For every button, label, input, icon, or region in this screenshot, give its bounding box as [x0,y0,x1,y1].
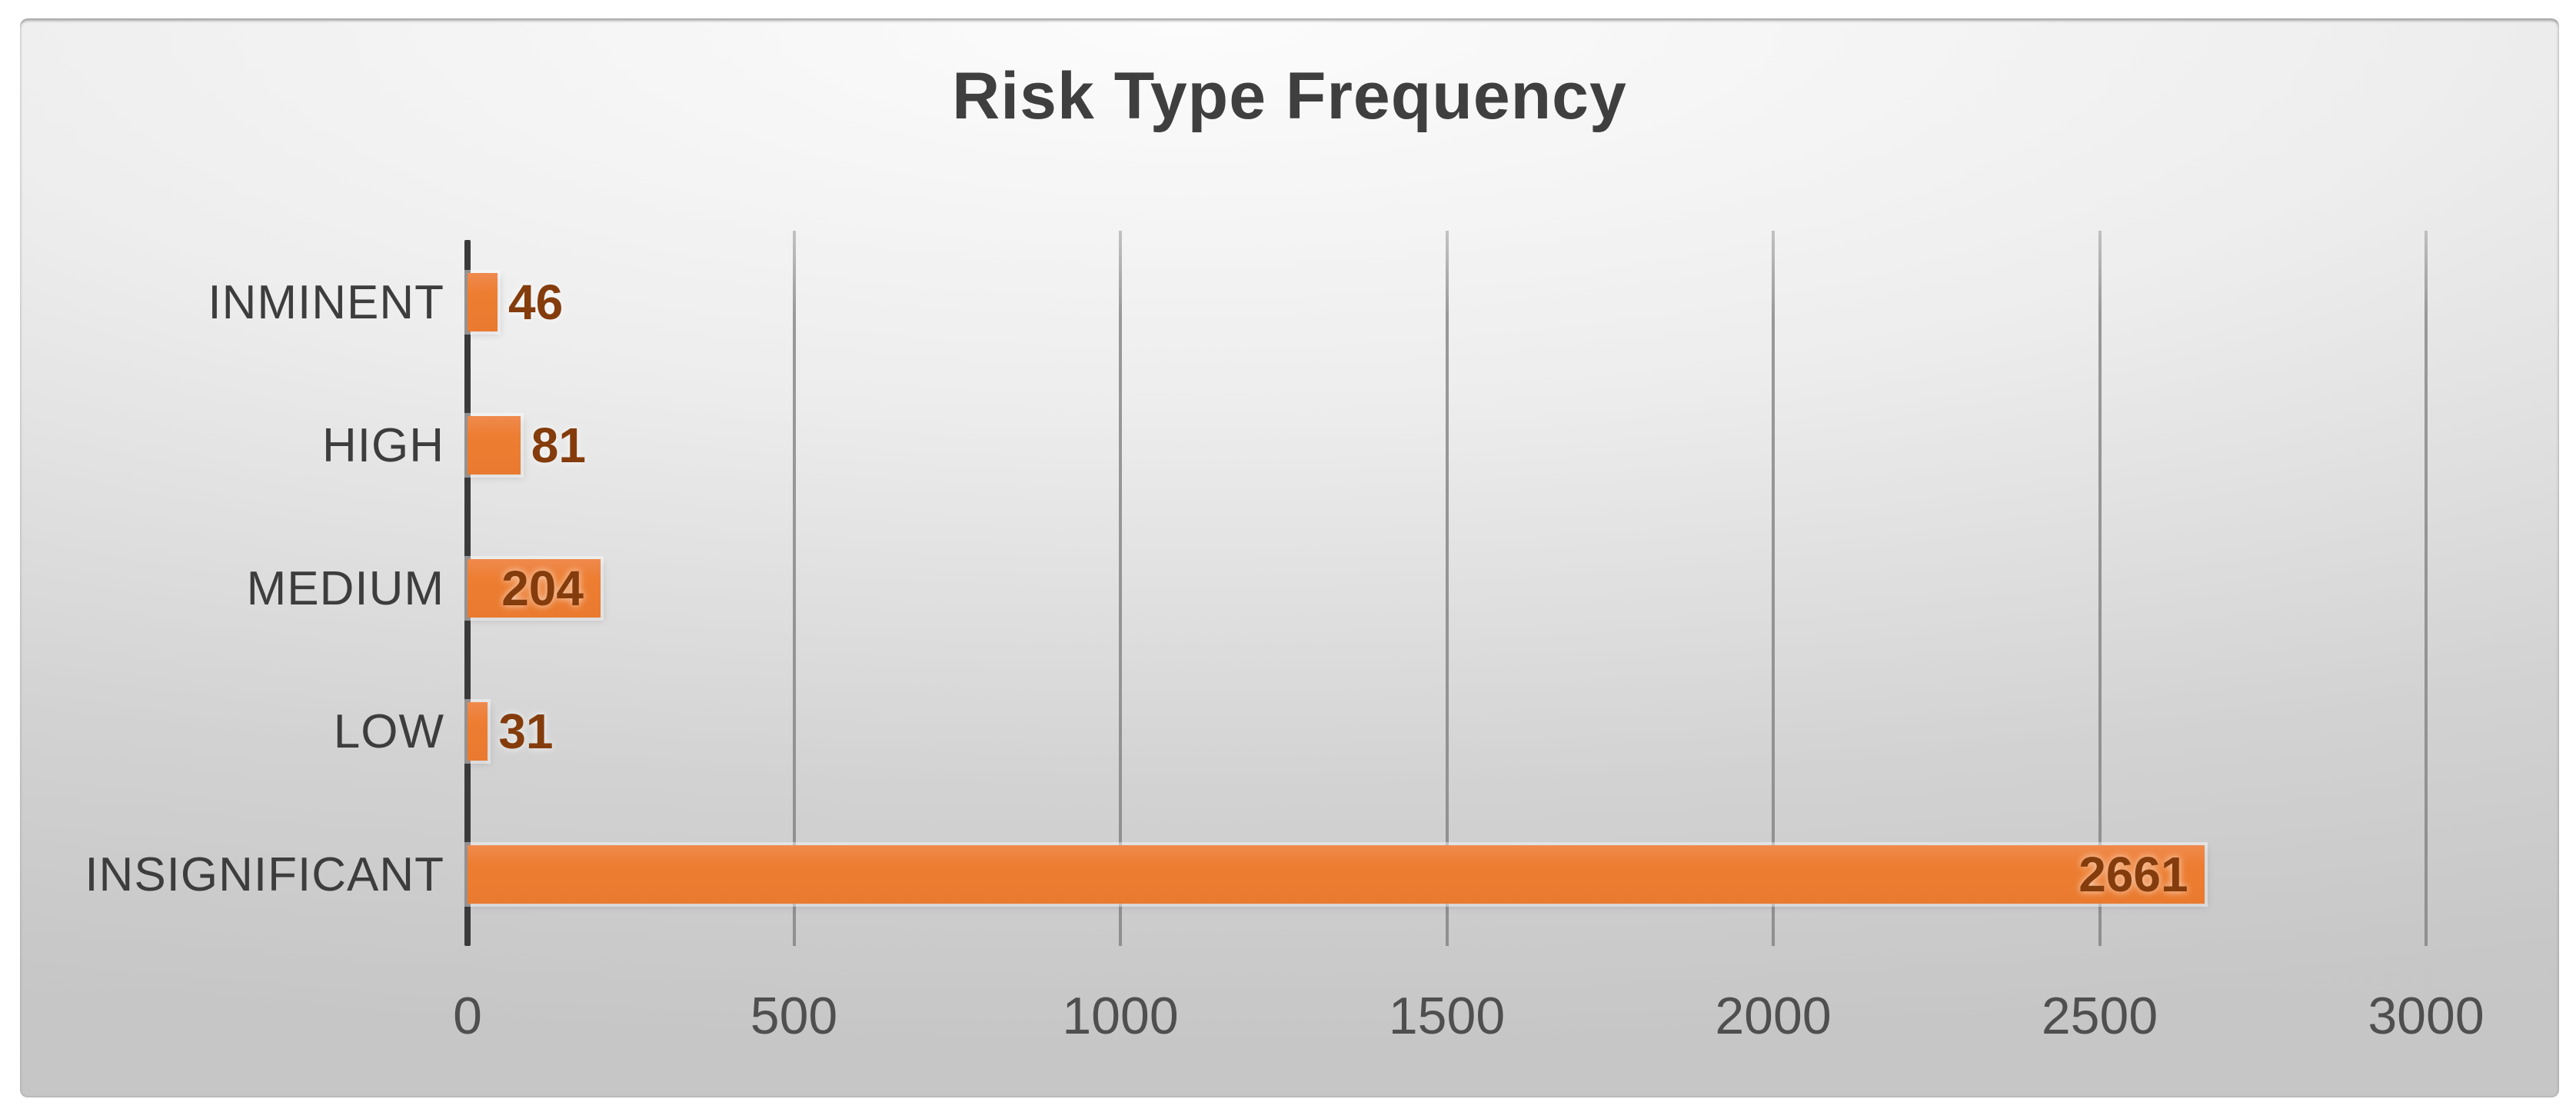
plot-area: 46 81 204 31 2661 [464,231,2428,946]
tick-label-2000: 2000 [1715,987,1832,1045]
tick-label-500: 500 [750,987,838,1045]
bar-insignificant [468,845,2205,904]
tick-label-0: 0 [453,987,482,1045]
data-label-medium: 204 [501,561,584,616]
category-label-high: HIGH [322,418,444,472]
gridline-500 [792,231,796,946]
gridline-3000 [2425,231,2428,946]
bar-row-medium: 204 [468,517,2426,660]
value-axis-tick-labels: 0 500 1000 1500 2000 2500 3000 [453,972,2484,1057]
data-label-inminent: 46 [508,275,564,330]
bar-row-high: 81 [468,374,2426,517]
bar-inminent [468,273,498,331]
category-label-inminent: INMINENT [208,275,444,329]
tick-label-1000: 1000 [1062,987,1179,1045]
gridline-1000 [1119,231,1122,946]
data-label-high: 81 [531,418,586,473]
data-label-low: 31 [498,704,554,759]
gridline-2000 [1772,231,1775,946]
bar-row-inminent: 46 [468,231,2426,374]
bar-high [468,416,521,475]
chart-title: Risk Type Frequency [952,59,1627,133]
bar-medium [468,559,601,618]
tick-label-1500: 1500 [1388,987,1506,1045]
bar-row-low: 31 [468,660,2426,803]
bar-low [468,702,488,761]
category-label-insignificant: INSIGNIFICANT [85,848,444,901]
chart-area: Risk Type Frequency INMINENT HIGH MEDIUM LO… [20,18,2559,1097]
tick-label-2500: 2500 [2041,987,2158,1045]
category-label-medium: MEDIUM [246,561,444,615]
data-label-insignificant: 2661 [2078,847,2188,902]
category-axis: INMINENT HIGH MEDIUM LOW INSIGNIFICANT [20,231,448,946]
tick-label-3000: 3000 [2368,987,2484,1045]
gridline-2500 [2098,231,2102,946]
bar-row-insignificant: 2661 [468,803,2426,946]
category-label-low: LOW [333,704,444,758]
gridline-1500 [1445,231,1449,946]
